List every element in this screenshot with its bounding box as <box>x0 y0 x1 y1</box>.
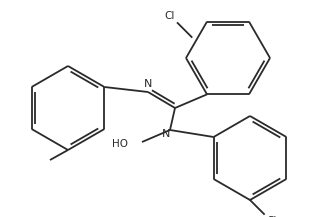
Text: Cl: Cl <box>266 216 276 217</box>
Text: HO: HO <box>112 139 128 149</box>
Text: N: N <box>144 79 152 89</box>
Text: Cl: Cl <box>164 11 175 21</box>
Text: N: N <box>162 129 170 139</box>
